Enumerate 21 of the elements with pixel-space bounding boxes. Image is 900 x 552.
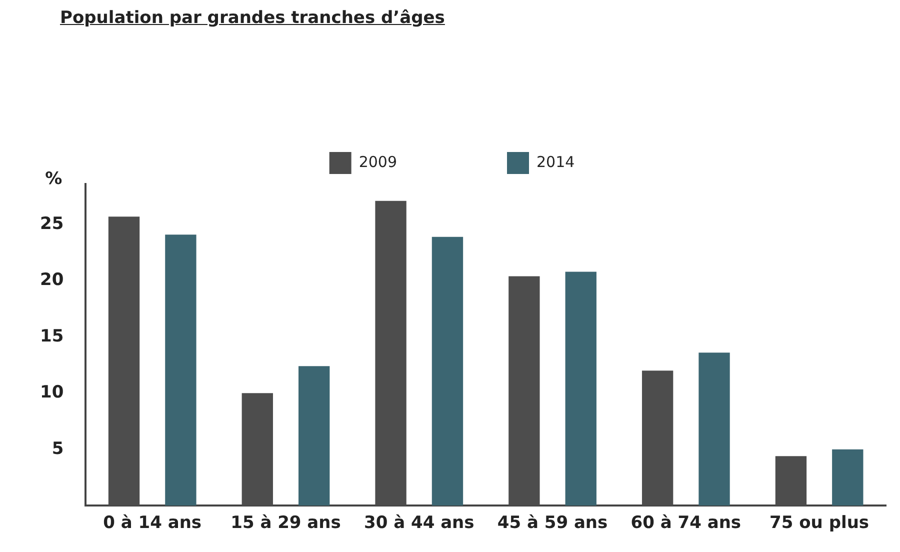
chart-title: Population par grandes tranches d’âges xyxy=(60,8,445,28)
bar xyxy=(832,449,864,506)
y-axis-title: % xyxy=(45,168,62,189)
legend-label: 2014 xyxy=(536,152,575,171)
x-tick-label: 45 à 59 ans xyxy=(497,513,608,534)
legend-label: 2009 xyxy=(358,152,398,171)
y-tick-label: 15 xyxy=(40,326,64,346)
bar xyxy=(165,234,196,506)
x-tick-label: 30 à 44 ans xyxy=(364,513,474,534)
x-tick-label: 15 à 29 ans xyxy=(230,513,341,534)
x-tick-label: 0 à 14 ans xyxy=(103,513,202,534)
y-tick-label: 20 xyxy=(40,270,64,290)
y-tick-label: 5 xyxy=(52,438,64,459)
bar xyxy=(298,366,330,506)
x-tick-label: 60 à 74 ans xyxy=(630,513,742,534)
y-tick-label: 25 xyxy=(40,214,64,234)
bar xyxy=(432,236,464,506)
bar xyxy=(565,272,596,506)
bar xyxy=(698,352,730,506)
y-tick-label: 10 xyxy=(40,382,64,403)
x-tick-label: 75 ou plus xyxy=(770,513,870,534)
